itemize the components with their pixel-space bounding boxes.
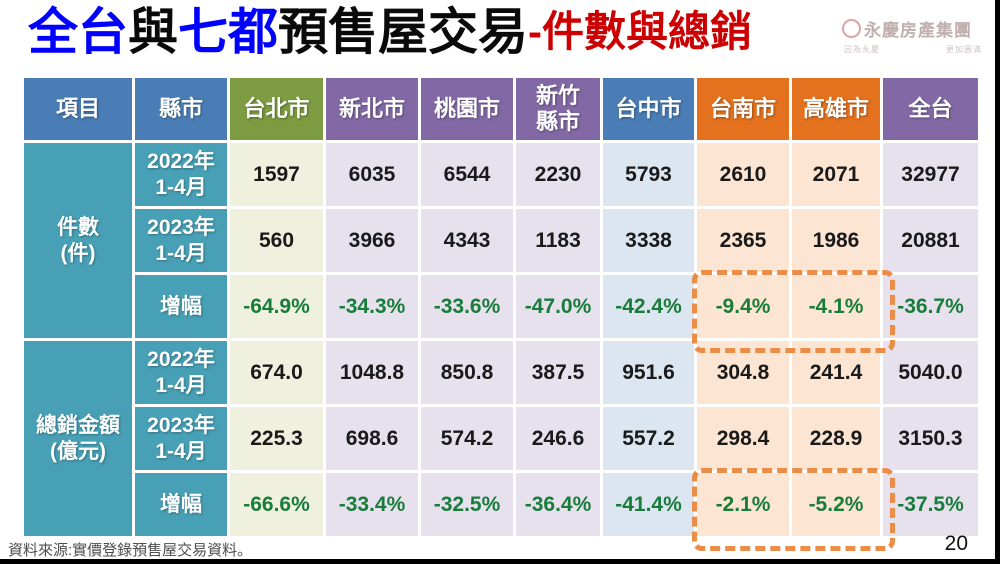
row-label-amount-2022: 2022年 1-4月 xyxy=(135,341,227,404)
data-cell: 6035 xyxy=(326,143,418,206)
col-header-taoyuan: 桃園市 xyxy=(421,78,513,140)
data-cell: 2365 xyxy=(697,209,789,272)
row-label-count-2022: 2022年 1-4月 xyxy=(135,143,227,206)
data-cell: -2.1% xyxy=(697,473,789,536)
data-source-note: 資料來源:實價登錄預售屋交易資料。 xyxy=(8,542,253,559)
col-header-tainan: 台南市 xyxy=(697,78,789,140)
data-cell: 1048.8 xyxy=(326,341,418,404)
data-cell: -33.6% xyxy=(421,275,513,338)
data-cell: 951.6 xyxy=(603,341,694,404)
row-label-count-2023: 2023年 1-4月 xyxy=(135,209,227,272)
data-cell: -34.3% xyxy=(326,275,418,338)
company-logo: 永慶房產集團 因為永慶 更加圓滿 xyxy=(842,16,984,55)
logo-name: 永慶房產集團 xyxy=(864,21,972,40)
col-header-taichung: 台中市 xyxy=(603,78,694,140)
data-cell: 5040.0 xyxy=(883,341,978,404)
page-number: 20 xyxy=(944,532,968,555)
data-cell: 32977 xyxy=(883,143,978,206)
data-cell: -64.9% xyxy=(230,275,323,338)
data-cell: 557.2 xyxy=(603,407,694,470)
data-cell: 574.2 xyxy=(421,407,513,470)
data-cell: 698.6 xyxy=(326,407,418,470)
data-cell: 225.3 xyxy=(230,407,323,470)
data-cell: 2071 xyxy=(792,143,880,206)
logo-top: 永慶房產集團 xyxy=(842,16,984,41)
logo-tagline-right: 更加圓滿 xyxy=(946,45,982,54)
title-part: 全台 xyxy=(28,4,128,60)
data-cell: -33.4% xyxy=(326,473,418,536)
data-cell: -37.5% xyxy=(883,473,978,536)
data-cell: 3338 xyxy=(603,209,694,272)
data-cell: 304.8 xyxy=(697,341,789,404)
title-part: 與 xyxy=(128,4,178,60)
data-cell: 2610 xyxy=(697,143,789,206)
data-cell: -4.1% xyxy=(792,275,880,338)
data-cell: 560 xyxy=(230,209,323,272)
title-part: 七都 xyxy=(178,4,278,60)
data-cell: 387.5 xyxy=(516,341,600,404)
row-label-count-growth: 增幅 xyxy=(135,275,227,338)
data-table: 項目 縣市 台北市 新北市 桃園市 新竹 縣市 台中市 台南市 高雄市 全台 件數… xyxy=(24,78,978,536)
data-cell: -32.5% xyxy=(421,473,513,536)
col-header-new-taipei: 新北市 xyxy=(326,78,418,140)
col-header-kaohsiung: 高雄市 xyxy=(792,78,880,140)
data-cell: -36.4% xyxy=(516,473,600,536)
title-subtitle: -件數與總銷 xyxy=(528,7,752,55)
data-cell: 1183 xyxy=(516,209,600,272)
data-cell: -66.6% xyxy=(230,473,323,536)
data-cell: -36.7% xyxy=(883,275,978,338)
data-cell: 246.6 xyxy=(516,407,600,470)
data-cell: -9.4% xyxy=(697,275,789,338)
data-cell: 4343 xyxy=(421,209,513,272)
data-cell: 850.8 xyxy=(421,341,513,404)
data-cell: 2230 xyxy=(516,143,600,206)
slide-right-border xyxy=(995,0,1000,564)
data-cell: 5793 xyxy=(603,143,694,206)
title-part: 預售屋交易 xyxy=(278,4,528,60)
col-header-hsinchu: 新竹 縣市 xyxy=(516,78,600,140)
data-cell: 241.4 xyxy=(792,341,880,404)
row-label-amount-2023: 2023年 1-4月 xyxy=(135,407,227,470)
data-cell: 6544 xyxy=(421,143,513,206)
col-header-item: 項目 xyxy=(24,78,132,140)
data-cell: 3150.3 xyxy=(883,407,978,470)
data-cell: 1986 xyxy=(792,209,880,272)
data-cell: -42.4% xyxy=(603,275,694,338)
logo-circle-icon xyxy=(842,19,861,38)
col-header-county: 縣市 xyxy=(135,78,227,140)
col-header-total: 全台 xyxy=(883,78,978,140)
row-label-amount-growth: 增幅 xyxy=(135,473,227,536)
data-cell: 3966 xyxy=(326,209,418,272)
section-label-count: 件數 (件) xyxy=(24,143,132,338)
data-cell: 228.9 xyxy=(792,407,880,470)
section-label-amount: 總銷金額 (億元) xyxy=(24,341,132,536)
data-cell: -5.2% xyxy=(792,473,880,536)
data-cell: -41.4% xyxy=(603,473,694,536)
col-header-taipei: 台北市 xyxy=(230,78,323,140)
logo-tagline-left: 因為永慶 xyxy=(844,45,880,54)
slide-bottom-border xyxy=(0,559,1000,564)
data-cell: 1597 xyxy=(230,143,323,206)
data-cell: 298.4 xyxy=(697,407,789,470)
data-cell: -47.0% xyxy=(516,275,600,338)
logo-tagline: 因為永慶 更加圓滿 xyxy=(842,44,984,55)
data-cell: 20881 xyxy=(883,209,978,272)
data-cell: 674.0 xyxy=(230,341,323,404)
page-title: 全台 與 七都 預售屋交易 -件數與總銷 xyxy=(28,0,752,64)
